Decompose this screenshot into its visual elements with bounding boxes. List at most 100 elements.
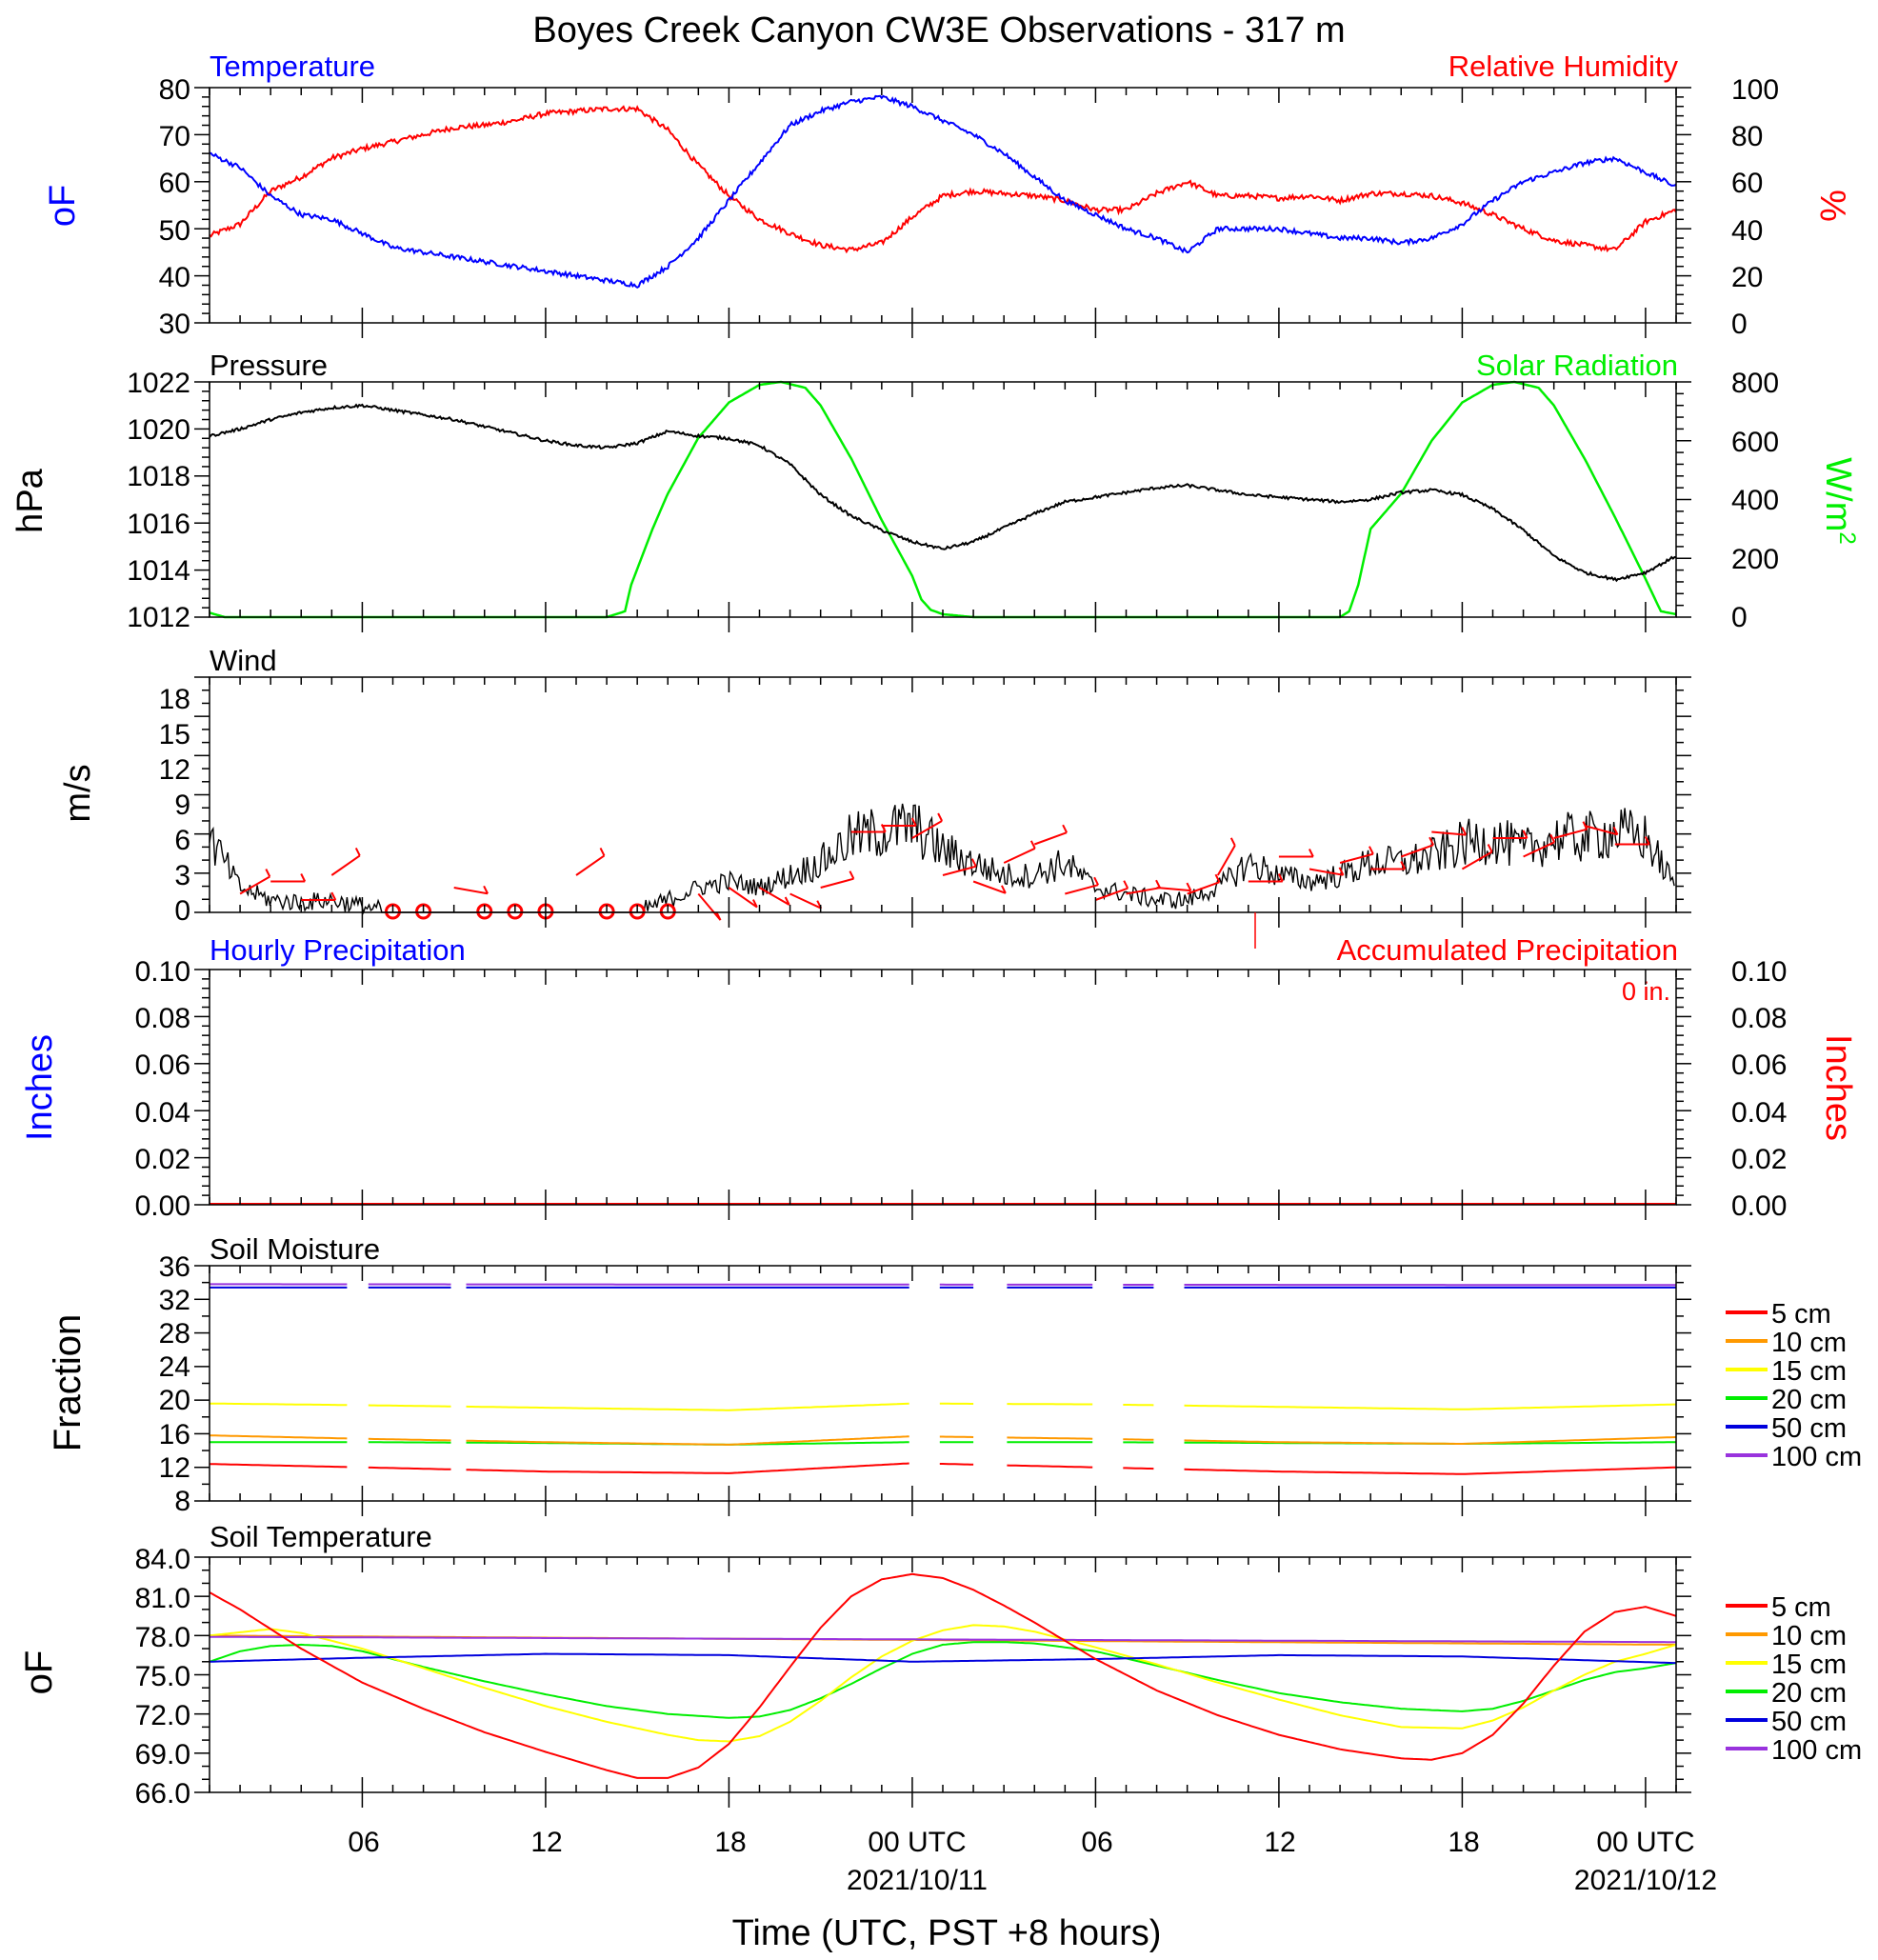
pressure-tick: 1018 (127, 461, 190, 492)
precip-right-tick: 0.04 (1731, 1097, 1787, 1129)
soil-temperature-line (209, 1572, 1677, 1779)
wind-barb (728, 887, 758, 909)
soil-moisture-legend-10cm: 10 cm (1771, 1328, 1847, 1358)
chart-title: Boyes Creek Canyon CW3E Observations - 3… (532, 10, 1345, 50)
x-tick-label: 12 (530, 1827, 562, 1858)
wind-barb (1523, 841, 1555, 858)
wind-barb (239, 875, 270, 895)
soil-temperature-tick: 81.0 (135, 1583, 190, 1614)
temperature-tick: 50 (159, 215, 190, 247)
x-tick-label: 00 UTC (868, 1827, 966, 1858)
soil-moisture-series (194, 1265, 1691, 1516)
x-tick-label: 18 (1448, 1827, 1479, 1858)
soil-temperature-tick: 84.0 (135, 1544, 190, 1575)
wind-barb-flag (1522, 830, 1528, 839)
wind-barb (1400, 844, 1434, 858)
temperature-title: Temperature (210, 50, 375, 83)
humidity-tick: 60 (1731, 168, 1763, 199)
x-axis: 06 12 18 00 UTC 06 12 18 00 UTC 2021/10/… (348, 1827, 1717, 1953)
wind-barb (911, 820, 943, 839)
soil-moisture-tick: 16 (159, 1419, 190, 1450)
soil-temperature-legend-50cm: 50 cm (1771, 1707, 1847, 1737)
precip-left-ticks: 0.10 0.08 0.06 0.04 0.02 0.00 (135, 956, 190, 1222)
soil-temperature-tick: 78.0 (135, 1622, 190, 1653)
wind-barb (820, 877, 854, 889)
panel-pressure-solar: Pressure Solar Radiation hPa W/m2 1022 1… (10, 349, 1860, 633)
pressure-tick: 1014 (127, 555, 190, 587)
temperature-tick: 60 (159, 168, 190, 199)
hourly-precip-unit: Inches (20, 1034, 60, 1141)
wind-barb-flag (1400, 861, 1407, 870)
soil-moisture-tick: 36 (159, 1251, 190, 1283)
soil-moisture-tick: 24 (159, 1351, 190, 1383)
soil-temperature-title: Soil Temperature (210, 1520, 432, 1553)
wind-title: Wind (210, 644, 277, 677)
temperature-line (209, 94, 1677, 289)
wind-tick: 0 (174, 895, 190, 927)
wind-barb-flag (1186, 882, 1192, 891)
panel-precip: Hourly Precipitation Accumulated Precipi… (20, 912, 1858, 1222)
solar-unit-text: W/m (1818, 457, 1858, 531)
wind-ticks: 18 15 12 9 6 3 0 (159, 684, 190, 927)
pressure-tick: 1012 (127, 602, 190, 633)
pressure-tick: 1020 (127, 414, 190, 446)
wind-barb (1216, 845, 1236, 876)
soil-temperature-legend-5cm: 5 cm (1771, 1592, 1831, 1623)
soil-temperature-line (209, 1652, 1676, 1665)
precip-left-tick: 0.02 (135, 1144, 190, 1175)
x-tick-label: 06 (348, 1827, 379, 1858)
precip-left-tick: 0.06 (135, 1050, 190, 1081)
wind-barb (1553, 828, 1588, 839)
solar-ticks: 800 600 400 200 0 (1731, 368, 1779, 633)
wind-tick: 9 (174, 790, 190, 821)
solar-unit: W/m2 (1818, 457, 1860, 544)
wind-barb-flag (1001, 885, 1007, 894)
wind-barb-flag (1229, 837, 1236, 847)
wind-barb-flag (1309, 849, 1314, 857)
precip-left-tick: 0.04 (135, 1097, 190, 1129)
pressure-solar-frame (209, 381, 1677, 618)
x-tick-label: 12 (1264, 1827, 1295, 1858)
x-tick-label: 06 (1081, 1827, 1112, 1858)
wind-barb-flag (910, 817, 917, 827)
solar-title: Solar Radiation (1476, 349, 1678, 382)
wind-barb (1033, 831, 1068, 846)
x-tick-label: 18 (714, 1827, 746, 1858)
soil-moisture-line (209, 1462, 1677, 1475)
wind-barb (1126, 887, 1161, 895)
precip-right-tick: 0.06 (1731, 1050, 1787, 1081)
wind-barb (1339, 852, 1374, 864)
wind-barb (1584, 825, 1618, 836)
wind-barb-flag (1214, 873, 1221, 883)
wind-barb-flag (1093, 876, 1099, 886)
humidity-unit: % (1812, 190, 1852, 222)
soil-moisture-legend-15cm: 15 cm (1771, 1356, 1847, 1387)
wind-barb-flag (1487, 844, 1493, 852)
wind-barb (1156, 887, 1191, 892)
solar-tick: 200 (1731, 544, 1779, 575)
temperature-unit: oF (43, 185, 83, 227)
soil-temperature-tick: 72.0 (135, 1700, 190, 1731)
humidity-tick: 0 (1731, 309, 1748, 340)
wind-barb-flag (599, 847, 606, 856)
solar-unit-superscript: 2 (1834, 531, 1860, 544)
precip-right-tick: 0.02 (1731, 1144, 1787, 1175)
humidity-line (209, 105, 1677, 254)
temperature-tick: 70 (159, 121, 190, 152)
temperature-tick: 30 (159, 309, 190, 340)
solar-tick: 400 (1731, 485, 1779, 516)
wind-barb-flag (1461, 827, 1468, 836)
wind-barb-flag (1029, 840, 1036, 850)
pressure-line (209, 403, 1676, 583)
wind-barb-flag (354, 847, 361, 856)
temp-rh-frame (209, 87, 1677, 324)
wind-barb-flag (1428, 836, 1434, 846)
soil-temperature-tick: 66.0 (135, 1778, 190, 1810)
panel-temp-rh: Temperature Relative Humidity oF % 80 70… (43, 50, 1852, 340)
wind-barb (1065, 884, 1099, 895)
soil-moisture-line (210, 1402, 1676, 1411)
soil-temperature-line (209, 1624, 1677, 1743)
pressure-tick: 1022 (127, 368, 190, 399)
wind-tick: 15 (159, 719, 190, 750)
